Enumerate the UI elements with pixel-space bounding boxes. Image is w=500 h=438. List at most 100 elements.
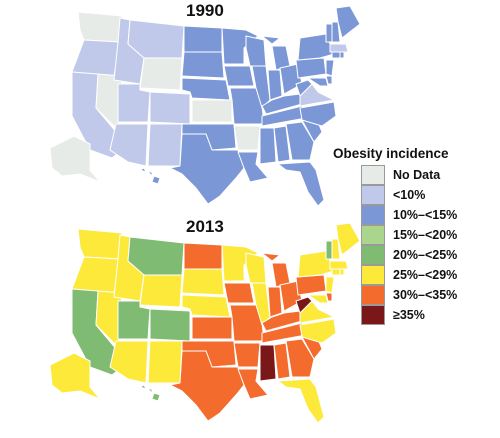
- state-or: [71, 256, 121, 294]
- state-pa: [295, 274, 327, 296]
- state-me: [335, 222, 361, 256]
- state-wa: [77, 11, 123, 43]
- state-fl: [277, 161, 325, 207]
- state-ia: [223, 65, 255, 87]
- legend-item-25-29: 25%–<29%: [333, 265, 499, 285]
- state-al: [273, 342, 291, 380]
- state-ma: [329, 43, 349, 53]
- state-ak: [49, 352, 101, 400]
- legend-label-15-20: 15%–<20%: [393, 228, 458, 242]
- legend-title: Obesity incidence: [333, 146, 449, 161]
- state-nc: [299, 318, 337, 344]
- state-co: [149, 308, 191, 342]
- state-sd: [181, 51, 225, 79]
- state-wy: [139, 57, 183, 91]
- state-ks: [191, 316, 233, 340]
- state-ga: [285, 338, 315, 378]
- state-wv: [295, 79, 313, 97]
- state-ri: [339, 51, 345, 59]
- legend-item-no-data: No Data: [333, 165, 499, 185]
- state-az: [109, 123, 149, 167]
- state-or: [71, 39, 121, 77]
- legend-label-10-15: 10%–<15%: [393, 208, 458, 222]
- legend-item-30-35: 30%–<35%: [333, 285, 499, 305]
- legend-swatch-25-29: [361, 265, 385, 285]
- state-ne: [181, 77, 231, 101]
- state-ut: [117, 83, 151, 123]
- legend: Obesity incidence No Data <10% 10%–<15% …: [333, 146, 499, 325]
- legend-label-no-data: No Data: [393, 168, 441, 182]
- state-ar: [233, 125, 261, 151]
- legend-swatch-20-25: [361, 245, 385, 265]
- state-nm: [147, 340, 183, 384]
- us-map-2013: [49, 222, 361, 424]
- state-nh: [331, 238, 341, 260]
- map-title-2013: 2013: [186, 217, 224, 236]
- legend-label-25-29: 25%–<29%: [393, 268, 458, 282]
- legend-label-30-35: 30%–<35%: [393, 288, 458, 302]
- state-ar: [233, 342, 261, 368]
- state-ia: [223, 282, 255, 304]
- state-wi: [245, 35, 267, 67]
- legend-swatch-no-data: [361, 165, 385, 185]
- state-la: [237, 368, 269, 400]
- state-la: [237, 151, 269, 183]
- state-in: [267, 286, 283, 318]
- state-hi: [139, 167, 161, 185]
- legend-label-20-25: 20%–<25%: [393, 248, 458, 262]
- state-ms: [259, 344, 277, 382]
- state-nd: [183, 25, 223, 53]
- legend-item-20-25: 20%–<25%: [333, 245, 499, 265]
- state-fl: [277, 378, 325, 424]
- state-nh: [331, 21, 341, 43]
- legend-swatch-lt10: [361, 185, 385, 205]
- legend-item-lt10: <10%: [333, 185, 499, 205]
- state-hi: [139, 384, 161, 402]
- state-ct: [331, 51, 341, 59]
- state-ak: [49, 135, 101, 183]
- state-ma: [329, 260, 349, 270]
- us-map-1990: [49, 5, 361, 207]
- state-al: [273, 125, 291, 163]
- state-me: [335, 5, 361, 39]
- state-ks: [191, 99, 233, 123]
- state-sd: [181, 268, 225, 296]
- legend-swatch-10-15: [361, 205, 385, 225]
- state-nd: [183, 242, 223, 270]
- state-vt: [325, 240, 333, 260]
- state-wi: [245, 252, 267, 284]
- state-ne: [181, 294, 231, 318]
- state-wa: [77, 228, 123, 260]
- state-co: [149, 91, 191, 125]
- state-ut: [117, 300, 151, 340]
- state-az: [109, 340, 149, 384]
- legend-swatch-15-20: [361, 225, 385, 245]
- state-wy: [139, 274, 183, 308]
- state-wv: [295, 296, 313, 314]
- legend-swatch-30-35: [361, 285, 385, 305]
- state-de: [325, 292, 333, 302]
- legend-item-10-15: 10%–<15%: [333, 205, 499, 225]
- state-ny: [297, 250, 335, 278]
- state-md: [307, 77, 329, 87]
- state-ms: [259, 127, 277, 165]
- state-tx: [169, 350, 245, 422]
- state-in: [267, 69, 283, 101]
- legend-label-lt10: <10%: [393, 188, 426, 202]
- state-pa: [295, 57, 327, 79]
- legend-label-ge35: ≥35%: [393, 308, 425, 322]
- state-tx: [169, 133, 245, 205]
- legend-item-15-20: 15%–<20%: [333, 225, 499, 245]
- state-ga: [285, 121, 315, 161]
- state-ny: [297, 33, 335, 61]
- state-nj: [325, 59, 335, 77]
- legend-swatch-ge35: [361, 305, 385, 325]
- state-md: [307, 294, 329, 304]
- state-nc: [299, 101, 337, 127]
- map-title-1990: 1990: [186, 1, 224, 20]
- state-nm: [147, 123, 183, 167]
- state-vt: [325, 23, 333, 43]
- state-de: [325, 75, 333, 85]
- legend-item-ge35: ≥35%: [333, 305, 499, 325]
